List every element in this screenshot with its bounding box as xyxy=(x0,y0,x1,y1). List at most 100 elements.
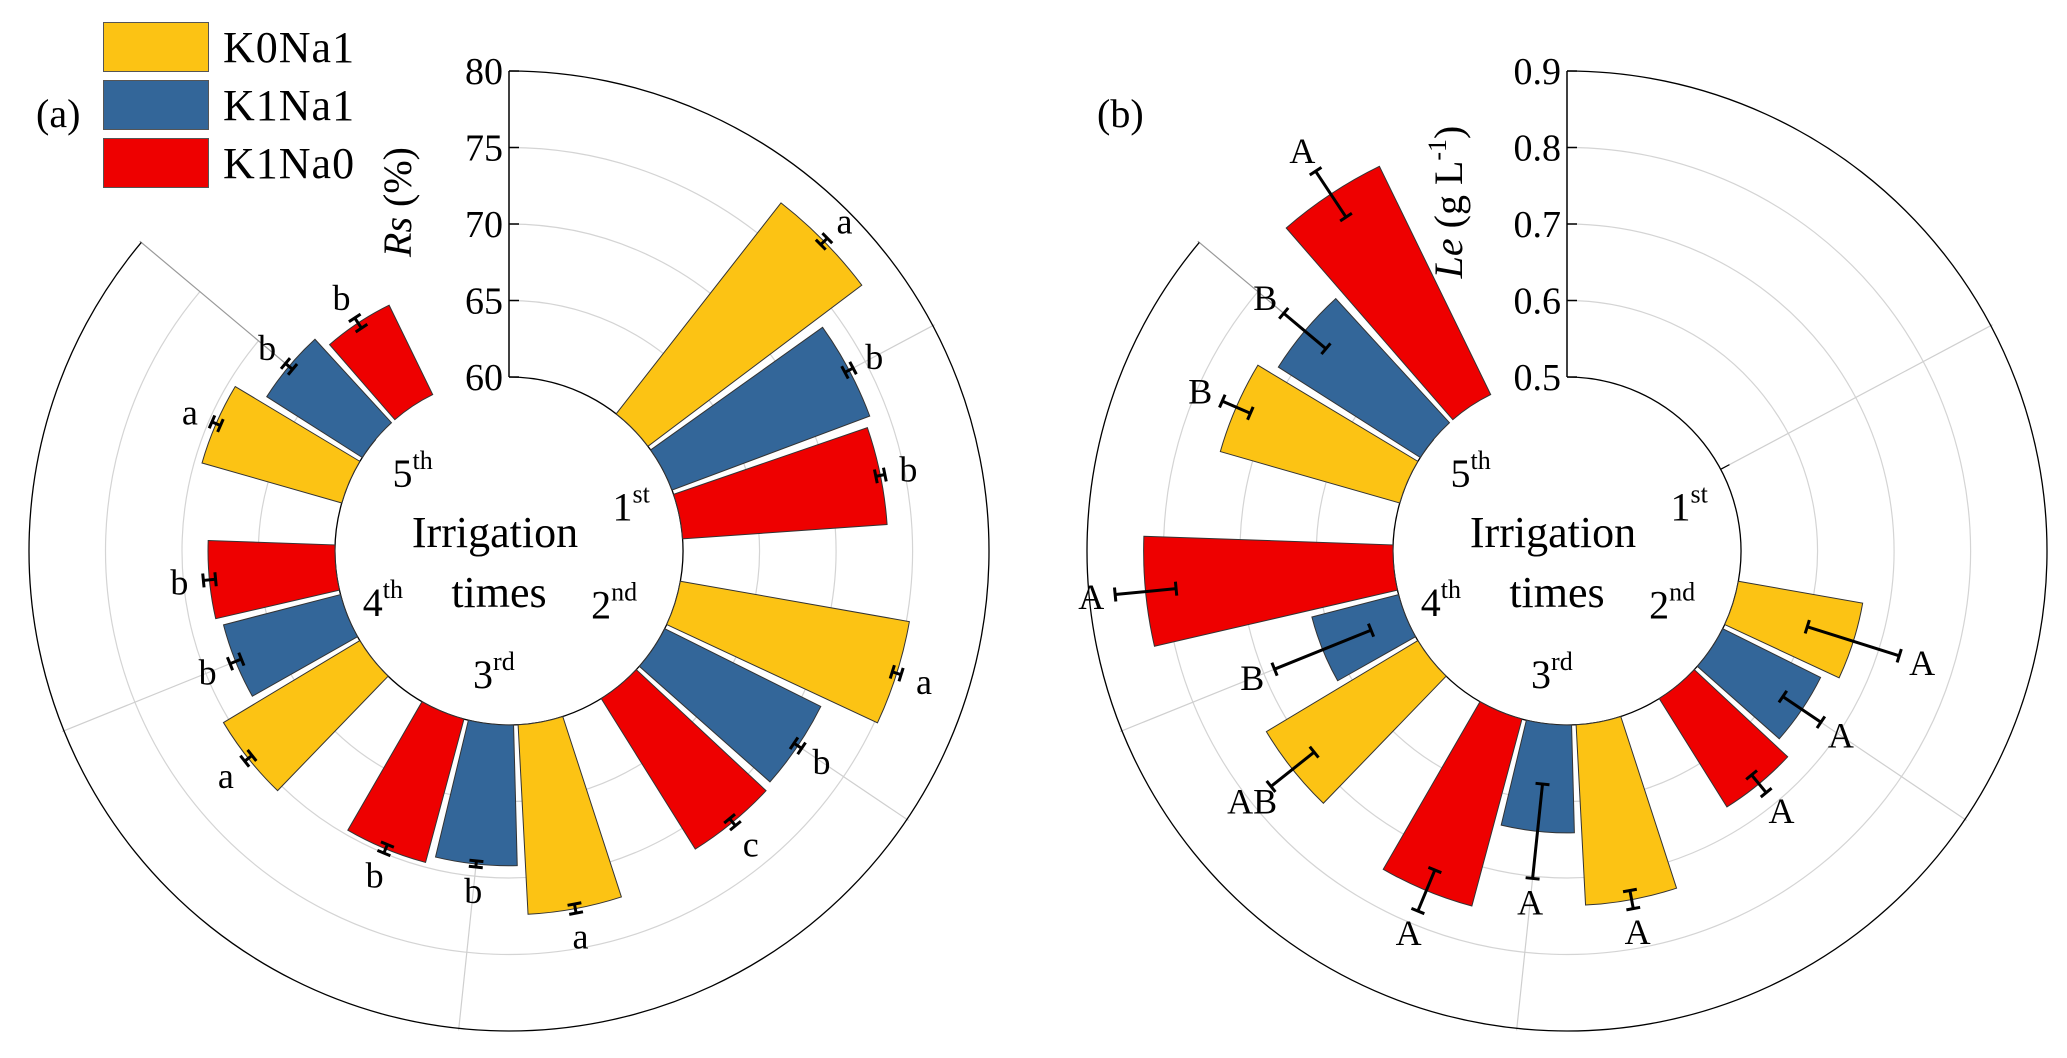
category-suffix: th xyxy=(413,446,433,475)
legend: K0Na1 K1Na1 K1Na0 xyxy=(103,18,355,192)
category-label: 1st xyxy=(1670,480,1708,530)
error-bar-cap xyxy=(788,736,800,750)
legend-label: K1Na1 xyxy=(223,80,356,130)
error-bar-cap xyxy=(796,741,807,756)
category-suffix: nd xyxy=(1669,578,1695,607)
error-bar-cap xyxy=(1339,212,1353,223)
category-number: 2 xyxy=(1649,583,1669,628)
radial-tick-label: 0.9 xyxy=(1514,51,1562,93)
bar-k1na0 xyxy=(1143,535,1399,647)
error-bar xyxy=(1270,751,1316,788)
error-bar xyxy=(1531,783,1544,879)
error-bar-cap xyxy=(1622,887,1638,894)
error-bar xyxy=(1314,170,1348,218)
category-number: 2 xyxy=(591,583,611,628)
error-bar-cap xyxy=(380,840,395,849)
bar-k0na1 xyxy=(201,385,361,504)
category-suffix: st xyxy=(1690,480,1708,509)
bar-k1na1 xyxy=(434,719,518,867)
bar-k0na1 xyxy=(517,715,623,915)
error-bar-cap xyxy=(225,656,235,671)
error-bar-cap xyxy=(1410,906,1425,916)
error-bar-cap xyxy=(376,848,391,858)
error-bar-cap xyxy=(1777,689,1788,704)
error-bar-cap xyxy=(1745,769,1758,781)
bar-k0na1 xyxy=(615,202,863,447)
significance-letter: AB xyxy=(1227,781,1277,821)
error-bar-cap xyxy=(1265,780,1277,793)
significance-letter: b xyxy=(332,278,350,318)
radial-axis-title: Le (g L-1) xyxy=(1423,126,1471,280)
significance-letter: b xyxy=(899,450,917,490)
error-bar-cap xyxy=(1173,581,1179,596)
error-bar-cap xyxy=(469,858,484,864)
bar-k1na0 xyxy=(1285,165,1492,421)
significance-letter: b xyxy=(464,871,482,911)
significance-letter: A xyxy=(1909,643,1935,683)
significance-letter: b xyxy=(366,855,384,895)
panel-label-a: (a) xyxy=(36,91,81,136)
center-label-line2: times xyxy=(1509,568,1604,617)
bar-k1na1 xyxy=(222,593,359,697)
error-bar-cap xyxy=(821,232,834,245)
significance-letter: A xyxy=(1289,131,1315,171)
category-label: 3rd xyxy=(473,647,515,697)
category-label: 5th xyxy=(1451,446,1491,496)
category-label: 2nd xyxy=(1649,578,1695,628)
outer-boundary xyxy=(28,70,990,1032)
center-label-line1: Irrigation xyxy=(1470,508,1636,557)
bar-k0na1 xyxy=(1265,639,1447,804)
axis-title-unit: (g L xyxy=(1426,161,1471,239)
error-bar-cap xyxy=(723,813,736,825)
error-bar xyxy=(1221,399,1251,415)
radial-tick-label: 0.5 xyxy=(1514,357,1562,399)
error-bar xyxy=(1628,890,1635,909)
error-bar-cap xyxy=(354,323,369,334)
axis-title-superscript: -1 xyxy=(1423,139,1452,161)
error-bar-cap xyxy=(881,467,888,482)
bar-k0na1 xyxy=(666,580,910,724)
significance-letter: b xyxy=(170,563,188,603)
category-number: 3 xyxy=(473,652,493,697)
category-suffix: nd xyxy=(611,578,637,607)
legend-label: K1Na0 xyxy=(223,138,356,188)
significance-letter: b xyxy=(199,653,217,693)
axis-title-variable: Rs xyxy=(375,217,420,258)
bar-k1na0 xyxy=(1382,701,1523,907)
significance-letter: a xyxy=(182,392,198,432)
outer-boundary xyxy=(1086,70,2048,1032)
error-bar-cap xyxy=(1535,781,1550,787)
error-bar-cap xyxy=(1112,587,1118,602)
category-number: 1 xyxy=(612,485,632,530)
significance-letter: a xyxy=(573,917,589,957)
error-bar xyxy=(1750,774,1768,794)
radial-tick-label: 80 xyxy=(465,51,503,93)
axis-title-unit: (%) xyxy=(375,147,420,217)
significance-letter: B xyxy=(1253,278,1277,318)
category-label: 2nd xyxy=(591,578,637,628)
bar-k0na1 xyxy=(1575,715,1678,906)
error-bar-cap xyxy=(567,901,582,907)
error-bar-cap xyxy=(1815,715,1827,729)
category-number: 5 xyxy=(1451,451,1471,496)
error-bar-cap xyxy=(814,238,827,251)
category-number: 3 xyxy=(1531,652,1551,697)
error-bar-cap xyxy=(1626,905,1641,912)
error-bar-cap xyxy=(1278,306,1290,320)
category-label: 3rd xyxy=(1531,647,1573,697)
error-bar-cap xyxy=(207,414,217,429)
center-label-line1: Irrigation xyxy=(412,508,578,557)
error-bar-cap xyxy=(239,754,251,768)
radial-tick-label: 70 xyxy=(465,204,503,246)
bar-k1na0 xyxy=(207,539,341,620)
error-bar-cap xyxy=(1308,166,1323,177)
error-bar xyxy=(353,317,363,329)
grid-spoke xyxy=(1720,324,1993,470)
error-bar-cap xyxy=(1320,342,1332,356)
error-bar-cap xyxy=(872,469,879,484)
error-bar-cap xyxy=(237,652,246,667)
legend-swatch-k1na1 xyxy=(103,80,209,130)
bar-k0na1 xyxy=(222,639,389,792)
bar-k1na0 xyxy=(672,426,888,540)
bar-k1na0 xyxy=(347,701,465,864)
